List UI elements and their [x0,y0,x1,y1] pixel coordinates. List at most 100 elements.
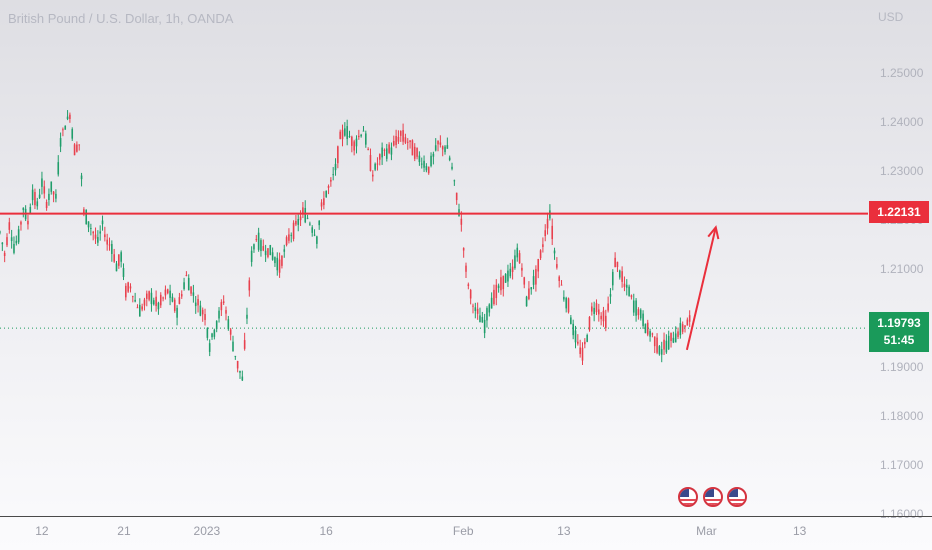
candle-body [8,222,11,230]
y-tick-label: 1.25000 [880,66,924,80]
us-flag-icon[interactable] [727,487,747,507]
candle-body [469,289,472,299]
candle-body [402,130,404,142]
candle-body [437,140,439,145]
us-flag-icon[interactable] [678,487,698,507]
us-flag-icon[interactable] [703,487,723,507]
candle-body [34,192,36,206]
candle-body [178,297,181,304]
candle-body [6,237,8,246]
candle-body [591,306,593,312]
candle-body [539,250,542,259]
candle-body [222,301,225,303]
candle-body [425,166,428,171]
candle-body [504,273,507,283]
candle-body [605,315,607,328]
candle-body [560,284,563,286]
candle-body [388,144,390,153]
candle-body [241,376,244,381]
candle-body [546,218,549,229]
candle-body [486,308,488,321]
candle-body [586,334,588,342]
candle-body [556,264,558,268]
candle-body [444,146,446,153]
candle-body [45,201,48,209]
candle-body [302,207,304,214]
candle-body [309,223,311,225]
candle-body [57,162,60,175]
candle-body [325,190,327,198]
candle-body [229,329,232,335]
candle-body [404,137,407,143]
candle-body [332,174,334,176]
candle-body [611,271,614,286]
candle-body [344,128,346,136]
candle-body [243,340,246,349]
candle-body [385,148,388,159]
candle-body [658,346,661,355]
candle-body [465,265,467,272]
candle-body [97,237,99,243]
candle-body [483,319,486,334]
candle-body [80,175,83,180]
candle-body [430,155,432,167]
y-tick-label: 1.23000 [880,164,924,178]
time-axis-line [0,516,932,517]
candle-body [150,292,153,305]
candle-body [271,252,274,260]
candle-body [125,285,127,298]
candle-body [185,274,188,276]
candle-body [94,234,97,239]
candle-body [618,270,621,278]
candle-body [246,314,248,319]
candle-body [192,292,195,296]
candle-body [374,163,376,170]
candle-body [390,147,393,155]
candle-body [451,166,453,169]
bar-countdown-label: 51:45 [883,333,915,347]
candle-body [563,296,565,300]
candle-body [316,236,318,244]
candle-body [677,331,679,337]
candle-body [460,218,463,225]
candle-body [462,248,465,251]
forecast-arrow[interactable] [685,227,717,351]
candle-body [281,255,283,266]
candle-body [455,192,458,201]
price-chart[interactable] [0,0,868,517]
candle-body [264,250,267,256]
candle-body [253,244,255,250]
y-tick-label: 1.16000 [880,507,924,521]
candle-body [31,189,34,201]
candle-body [518,253,521,264]
candle-body [674,333,677,343]
candle-body [353,141,355,151]
candle-body [171,296,174,302]
candle-body [481,317,484,323]
y-tick-label: 1.19000 [880,360,924,374]
candle-body [173,299,176,311]
candle-body [688,315,691,322]
candle-body [122,268,125,277]
candle-body [64,125,67,130]
candle-body [362,130,365,132]
chart-title: British Pound / U.S. Dollar, 1h, OANDA [8,11,234,26]
x-tick-label: Mar [696,524,717,538]
candle-body [625,284,628,288]
candle-body [476,308,479,314]
candle-body [180,294,183,297]
candle-body [439,142,442,145]
candle-body [83,209,85,214]
candle-body [320,202,323,207]
candle-body [441,146,444,150]
candle-body [267,248,269,257]
candle-body [467,284,470,286]
candle-body [145,293,148,299]
candle-body [232,341,234,352]
candle-body [502,275,505,290]
candle-body [474,307,477,311]
candle-body [41,178,43,187]
candle-body [106,239,108,245]
x-tick-label: 2023 [193,524,221,538]
